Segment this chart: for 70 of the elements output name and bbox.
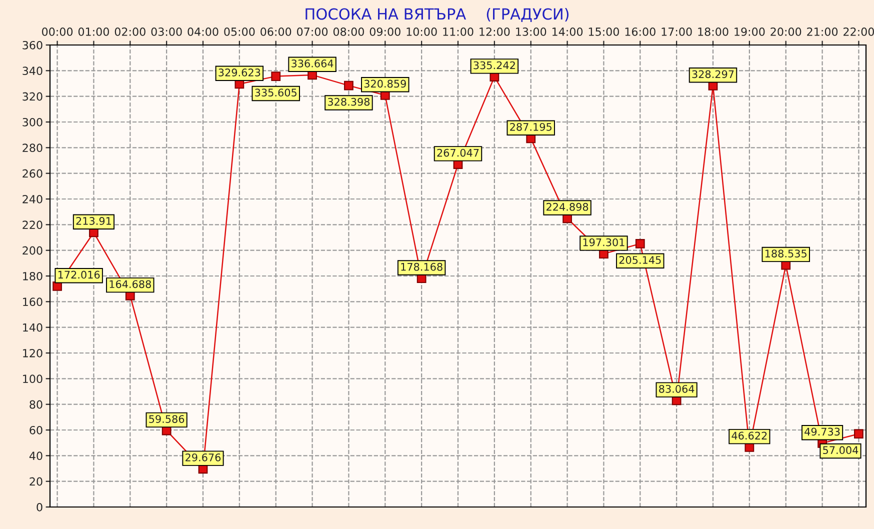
x-tick-label: 09:00: [370, 28, 400, 36]
x-tick-label: 12:00: [480, 28, 510, 36]
data-label: 329.623: [218, 68, 260, 76]
data-label: 336.664: [292, 59, 334, 68]
x-tick-label: 05:00: [224, 28, 255, 36]
data-label: 328.398: [328, 98, 370, 106]
x-tick-label: 20:00: [770, 28, 802, 36]
y-tick-label: 100: [23, 374, 42, 384]
x-tick-label: 18:00: [698, 28, 728, 36]
data-label: 224.898: [546, 202, 588, 211]
y-tick-label: 340: [22, 66, 42, 76]
y-tick-label: 280: [22, 144, 42, 152]
x-tick-label: 08:00: [333, 28, 364, 36]
data-label: 328.297: [692, 70, 734, 78]
y-tick-label: 360: [22, 40, 42, 50]
x-tick-label: 01:00: [78, 28, 109, 36]
data-label: 335.605: [255, 88, 296, 97]
data-label: 178.168: [401, 262, 442, 271]
y-tick-label: 260: [22, 169, 42, 178]
y-tick-label: 60: [30, 426, 42, 434]
x-tick-label: 15:00: [588, 28, 619, 36]
data-label: 335.242: [474, 61, 515, 70]
x-tick-label: 21:00: [807, 28, 838, 36]
data-label: 49.733: [804, 428, 840, 436]
data-label: 29.676: [186, 453, 221, 462]
chart-title: ПОСОКА НА ВЯТЪРА (ГРАДУСИ): [306, 8, 569, 22]
x-tick-label: 11:00: [443, 28, 474, 36]
x-tick-label: 16:00: [625, 28, 656, 36]
y-tick-label: 160: [23, 298, 42, 306]
y-tick-label: 300: [22, 118, 42, 126]
data-label: 287.195: [510, 122, 552, 131]
x-tick-label: 19:00: [734, 28, 765, 36]
y-tick-label: 320: [22, 92, 42, 101]
x-tick-label: 22:00: [844, 28, 874, 36]
y-tick-label: 140: [23, 323, 42, 332]
x-tick-label: 00:00: [42, 28, 73, 36]
y-tick-label: 0: [36, 502, 42, 512]
x-tick-label: 03:00: [151, 28, 182, 36]
data-label: 213.91: [76, 217, 111, 225]
y-tick-label: 120: [23, 348, 42, 358]
y-tick-label: 200: [22, 246, 42, 255]
y-tick-label: 40: [29, 452, 42, 460]
y-tick-label: 220: [22, 220, 42, 230]
data-label: 320.859: [364, 80, 406, 88]
x-tick-label: 14:00: [552, 28, 583, 36]
point: [635, 239, 645, 248]
data-label: 267.047: [437, 148, 479, 157]
x-tick-label: 07:00: [297, 28, 328, 36]
data-label: 197.301: [583, 238, 624, 246]
x-tick-label: 10:00: [406, 28, 437, 36]
x-tick-label: 06:00: [260, 28, 292, 36]
x-tick-label: 02:00: [114, 28, 146, 36]
data-label: 59.586: [149, 415, 184, 423]
y-tick-label: 180: [23, 272, 42, 280]
data-label: 172.016: [58, 270, 100, 279]
data-label: 205.145: [619, 256, 661, 264]
point: [344, 80, 354, 90]
data-label: 164.688: [110, 280, 151, 288]
y-tick-label: 240: [22, 194, 42, 204]
y-tick-label: 80: [30, 400, 42, 409]
point: [271, 72, 281, 81]
point: [854, 429, 864, 439]
x-tick-label: 13:00: [516, 28, 546, 36]
data-label: 188.535: [765, 250, 806, 258]
data-label: 46.622: [732, 432, 767, 440]
y-tick-label: 20: [30, 477, 42, 486]
x-tick-label: 04:00: [188, 28, 218, 36]
data-label: 57.004: [823, 446, 858, 454]
data-label: 83.064: [659, 384, 694, 393]
x-tick-label: 17:00: [662, 28, 692, 36]
